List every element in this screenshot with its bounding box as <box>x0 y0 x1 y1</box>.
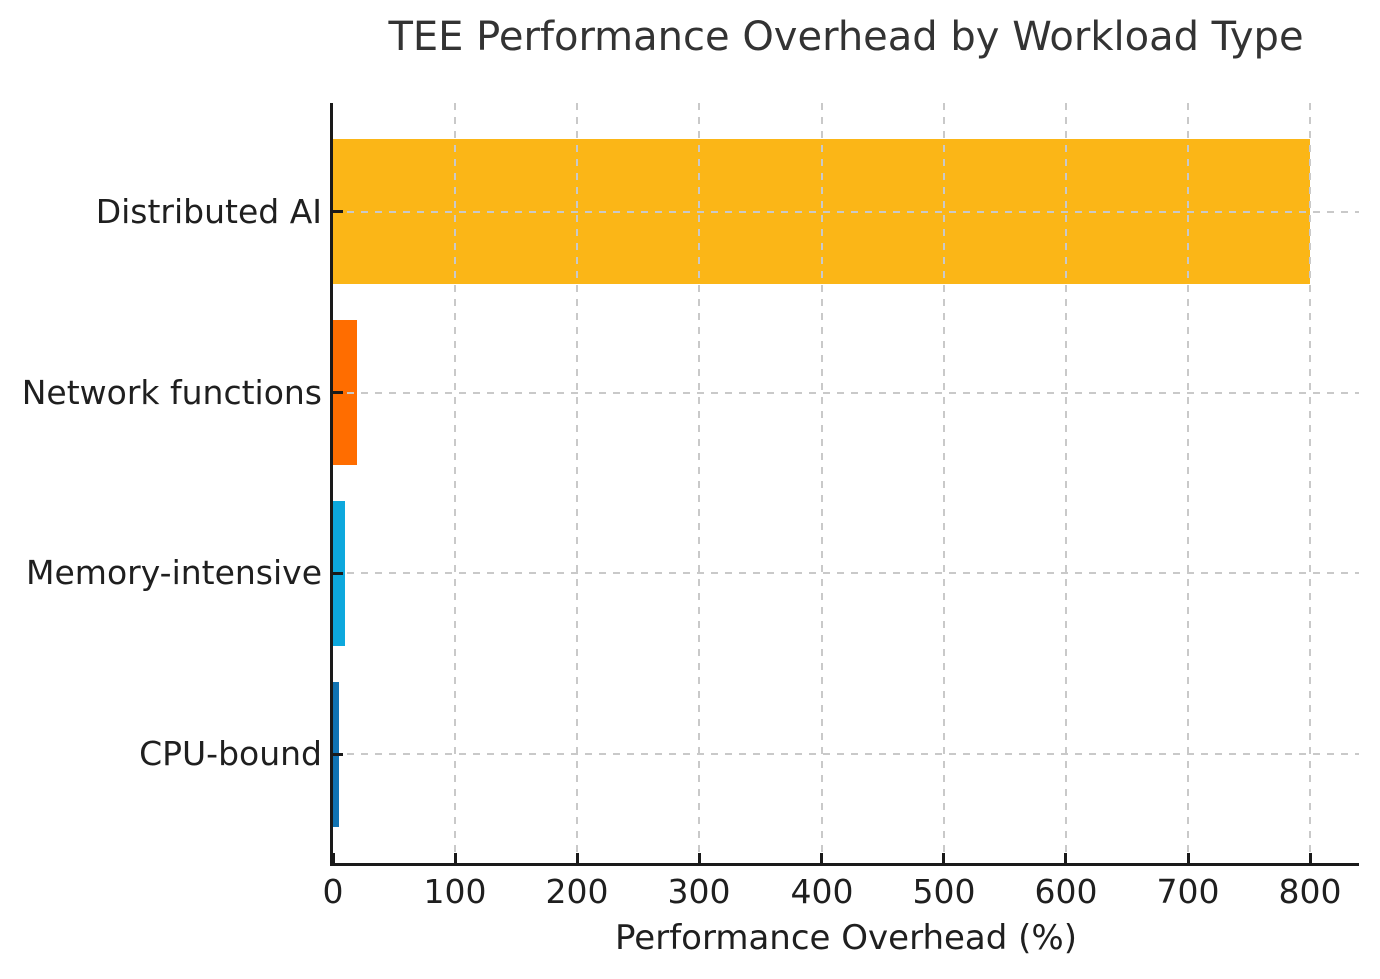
x-tick-label: 300 <box>667 872 731 911</box>
x-gridline <box>576 103 578 863</box>
category-label-cpu-bound: CPU-bound <box>139 734 322 773</box>
x-axis-spine <box>330 863 1359 866</box>
x-tick-label: 100 <box>423 872 487 911</box>
x-gridline <box>821 103 823 863</box>
y-gridline <box>333 753 1359 755</box>
y-gridline <box>333 572 1359 574</box>
category-label-network-functions: Network functions <box>21 373 322 412</box>
x-tick-label: 500 <box>912 872 976 911</box>
x-gridline <box>1187 103 1189 863</box>
y-gridline <box>333 211 1359 213</box>
x-tick-label: 400 <box>790 872 854 911</box>
x-tick <box>332 853 335 863</box>
x-tick-label: 800 <box>1278 872 1342 911</box>
category-label-memory-intensive: Memory-intensive <box>26 553 322 592</box>
x-gridline <box>1309 103 1311 863</box>
y-axis-spine <box>330 103 333 866</box>
x-tick <box>454 853 457 863</box>
x-tick <box>1309 853 1312 863</box>
x-gridline <box>943 103 945 863</box>
x-tick <box>820 853 823 863</box>
x-tick-label: 600 <box>1034 872 1098 911</box>
x-gridline <box>454 103 456 863</box>
x-tick-label: 200 <box>545 872 609 911</box>
y-tick <box>333 572 343 575</box>
x-gridline <box>1065 103 1067 863</box>
x-tick <box>942 853 945 863</box>
y-gridline <box>333 392 1359 394</box>
x-gridline <box>698 103 700 863</box>
chart-title: TEE Performance Overhead by Workload Typ… <box>388 14 1304 60</box>
x-tick <box>1064 853 1067 863</box>
x-tick <box>1187 853 1190 863</box>
x-axis-label: Performance Overhead (%) <box>615 918 1077 958</box>
x-tick-label: 0 <box>322 872 344 911</box>
y-tick <box>333 753 343 756</box>
x-tick <box>576 853 579 863</box>
y-tick <box>333 210 343 213</box>
x-tick-label: 700 <box>1156 872 1220 911</box>
category-label-distributed-ai: Distributed AI <box>95 192 322 231</box>
y-tick <box>333 391 343 394</box>
x-tick <box>698 853 701 863</box>
